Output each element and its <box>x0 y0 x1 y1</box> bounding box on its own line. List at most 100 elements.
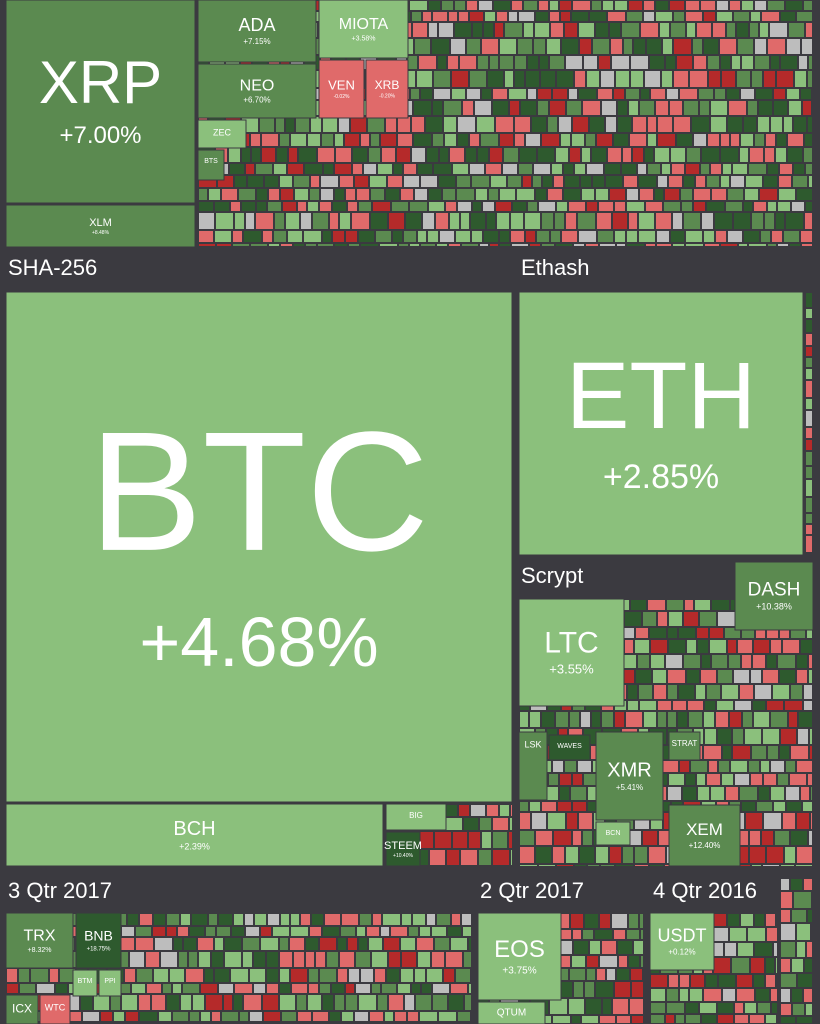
cell <box>801 89 811 99</box>
cell <box>760 23 768 37</box>
cell <box>759 787 769 800</box>
cell <box>600 914 610 928</box>
cell <box>318 148 334 162</box>
cell <box>629 956 639 967</box>
cell <box>721 148 738 162</box>
cell <box>122 995 137 1010</box>
cell <box>658 176 667 187</box>
cell <box>622 23 639 37</box>
cell <box>662 761 678 772</box>
cell <box>715 213 732 229</box>
cell <box>457 176 470 187</box>
cell <box>269 244 279 246</box>
cell <box>456 969 470 982</box>
cell <box>413 914 425 925</box>
cell <box>750 23 758 37</box>
group-header: Ethash <box>521 255 590 280</box>
cell <box>741 914 753 926</box>
cell <box>572 1016 580 1023</box>
cell <box>457 189 474 200</box>
cell <box>798 729 808 744</box>
cell <box>691 975 704 987</box>
cell <box>573 802 586 811</box>
cell <box>308 995 321 1010</box>
cell <box>60 969 75 982</box>
cell <box>476 189 487 200</box>
cell <box>542 802 556 811</box>
cell <box>530 802 540 811</box>
cell <box>750 847 765 863</box>
cell <box>617 1016 630 1023</box>
cell <box>777 134 786 146</box>
cell <box>750 148 763 162</box>
cell <box>677 56 692 69</box>
cell <box>797 670 807 683</box>
cell <box>633 117 646 132</box>
cell <box>413 23 427 37</box>
cell <box>280 969 289 982</box>
cell <box>562 39 578 54</box>
cell <box>421 89 432 99</box>
cell <box>610 23 620 37</box>
cell <box>803 802 812 811</box>
cell <box>482 39 498 54</box>
cell <box>740 148 748 162</box>
cell <box>280 984 290 993</box>
cell <box>626 89 639 99</box>
cell <box>290 938 304 950</box>
cell <box>655 148 669 162</box>
cell <box>579 89 596 99</box>
tile-symbol: VEN <box>328 77 355 92</box>
cell <box>500 244 510 246</box>
cell <box>520 148 536 162</box>
cell <box>190 927 204 936</box>
cell <box>515 117 530 132</box>
cell <box>631 969 642 980</box>
cell <box>467 89 480 99</box>
cell <box>409 927 418 936</box>
cell <box>740 787 757 800</box>
cell <box>746 176 762 187</box>
tile-change: +6.70% <box>243 96 270 105</box>
cell <box>434 71 450 87</box>
cell <box>662 164 670 174</box>
cell <box>709 761 717 772</box>
cell <box>467 1 477 10</box>
cell <box>651 640 667 653</box>
cell <box>427 148 438 162</box>
cell <box>601 865 614 866</box>
cell <box>340 952 354 967</box>
cell <box>325 914 340 925</box>
cell <box>368 117 384 132</box>
cell <box>794 164 804 174</box>
cell <box>806 428 812 438</box>
cell <box>679 628 695 638</box>
cell <box>509 832 512 848</box>
cell <box>376 231 391 242</box>
cell <box>496 202 511 211</box>
cell <box>668 685 677 699</box>
cell <box>526 134 540 146</box>
cell <box>794 117 806 132</box>
group-header: SHA-256 <box>8 255 97 280</box>
cell <box>608 12 625 21</box>
tile <box>5 912 74 969</box>
cell <box>641 930 643 939</box>
cell <box>359 995 376 1010</box>
cell <box>697 23 711 37</box>
cell <box>623 670 634 683</box>
cell <box>536 847 551 863</box>
tile-symbol: STEEM <box>384 840 422 852</box>
cell <box>809 655 812 668</box>
cell <box>478 56 488 69</box>
cell <box>704 712 714 727</box>
cell <box>718 612 735 626</box>
cell <box>686 1003 698 1013</box>
cell <box>219 984 233 993</box>
cell <box>231 202 240 211</box>
cell <box>313 213 328 229</box>
cell <box>550 101 565 115</box>
cell <box>582 148 590 162</box>
cell <box>380 244 397 246</box>
cell <box>645 71 660 87</box>
